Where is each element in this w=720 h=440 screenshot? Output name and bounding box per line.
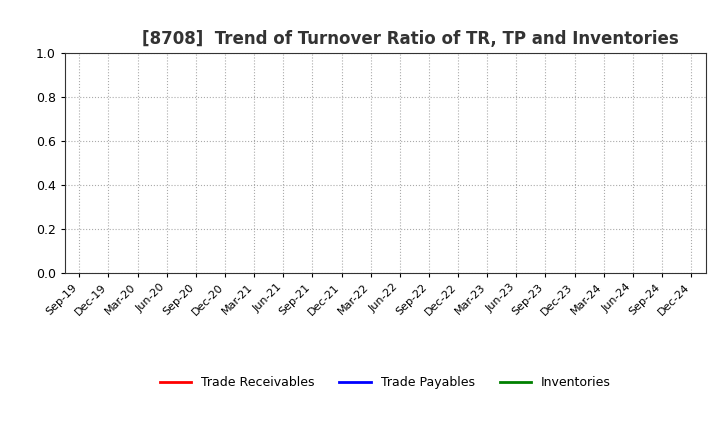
- Legend: Trade Receivables, Trade Payables, Inventories: Trade Receivables, Trade Payables, Inven…: [155, 371, 616, 394]
- Text: [8708]  Trend of Turnover Ratio of TR, TP and Inventories: [8708] Trend of Turnover Ratio of TR, TP…: [142, 30, 678, 48]
